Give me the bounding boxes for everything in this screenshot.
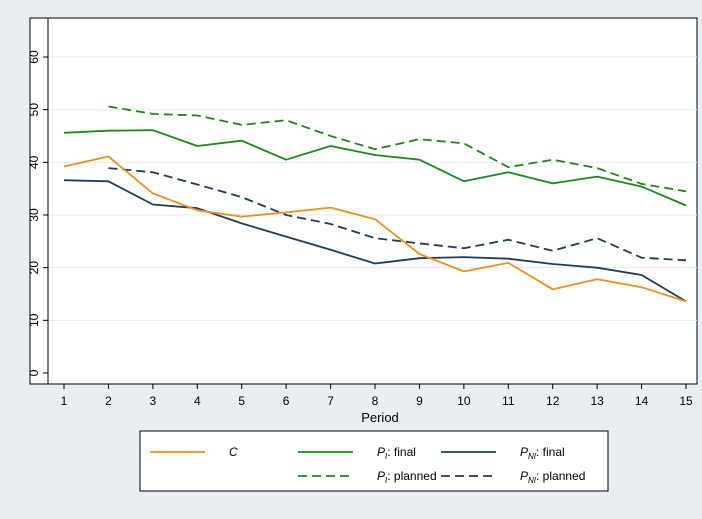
legend-label-1: PI: final bbox=[377, 445, 416, 461]
series-line-2 bbox=[63, 179, 687, 303]
x-tick-label: 3 bbox=[150, 394, 157, 408]
legend-label-4: PNI: planned bbox=[520, 469, 585, 485]
x-axis-title: Period bbox=[361, 410, 399, 425]
series-line-1 bbox=[63, 129, 687, 207]
x-tick-label: 15 bbox=[679, 394, 693, 408]
plot-area bbox=[29, 17, 698, 385]
x-tick-label: 13 bbox=[590, 394, 604, 408]
x-tick-label: 8 bbox=[372, 394, 379, 408]
y-tick-label: 30 bbox=[27, 208, 41, 222]
x-tick-label: 5 bbox=[238, 394, 245, 408]
series-line-0 bbox=[63, 155, 687, 303]
legend: C PI: final PNI: final PI: planned PNI: plan… bbox=[139, 430, 609, 492]
x-tick-label: 10 bbox=[457, 394, 471, 408]
x-tick-label: 7 bbox=[327, 394, 334, 408]
y-tick-label: 10 bbox=[27, 313, 41, 327]
gridlines bbox=[48, 56, 697, 321]
y-tick-label: 50 bbox=[27, 103, 41, 117]
y-tick-label: 0 bbox=[27, 369, 41, 376]
y-tick-label: 60 bbox=[27, 50, 41, 64]
legend-label-2: PNI: final bbox=[520, 445, 565, 461]
series-line-3 bbox=[108, 105, 687, 193]
x-tick-label: 1 bbox=[61, 394, 68, 408]
series-line-4 bbox=[108, 167, 687, 262]
x-tick-label: 11 bbox=[502, 394, 515, 408]
x-tick-label: 12 bbox=[546, 394, 560, 408]
x-tick-label: 6 bbox=[283, 394, 290, 408]
x-tick-label: 9 bbox=[416, 394, 423, 408]
legend-label-3: PI: planned bbox=[377, 469, 437, 485]
series-lines bbox=[63, 105, 687, 303]
legend-label-0: C bbox=[229, 445, 238, 459]
x-tick-label: 2 bbox=[105, 394, 112, 408]
y-tick-label: 40 bbox=[27, 155, 41, 169]
x-tick-label: 4 bbox=[194, 394, 201, 408]
legend-box bbox=[139, 430, 609, 492]
y-tick-label: 20 bbox=[27, 261, 41, 275]
x-tick-label: 14 bbox=[635, 394, 649, 408]
